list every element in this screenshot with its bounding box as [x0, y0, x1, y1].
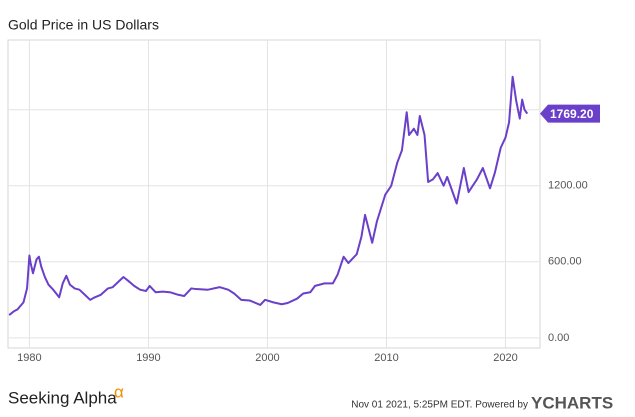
last-value-box — [540, 104, 600, 123]
y-tick-label: 600.00 — [548, 256, 582, 268]
x-tick-label: 1990 — [136, 352, 160, 364]
x-tick-label: 1980 — [17, 352, 41, 364]
x-tick-label: 2010 — [374, 352, 398, 364]
plot-frame — [7, 39, 541, 349]
brand-mark: α — [114, 382, 124, 401]
ycharts-logo: YCHARTS — [531, 393, 613, 412]
brand: Seeking Alpha — [8, 388, 117, 407]
x-tick-label: 2000 — [255, 352, 279, 364]
price-line — [8, 75, 529, 316]
y-tick-label: 1200.00 — [548, 180, 588, 192]
last-value-label: 1769.20 — [550, 107, 594, 121]
chart-title: Gold Price in US Dollars — [8, 17, 159, 33]
y-tick-label: 0.00 — [548, 332, 569, 344]
timestamp: Nov 01 2021, 5:25PM EDT. Powered by — [351, 400, 528, 411]
x-tick-label: 2020 — [493, 352, 517, 364]
